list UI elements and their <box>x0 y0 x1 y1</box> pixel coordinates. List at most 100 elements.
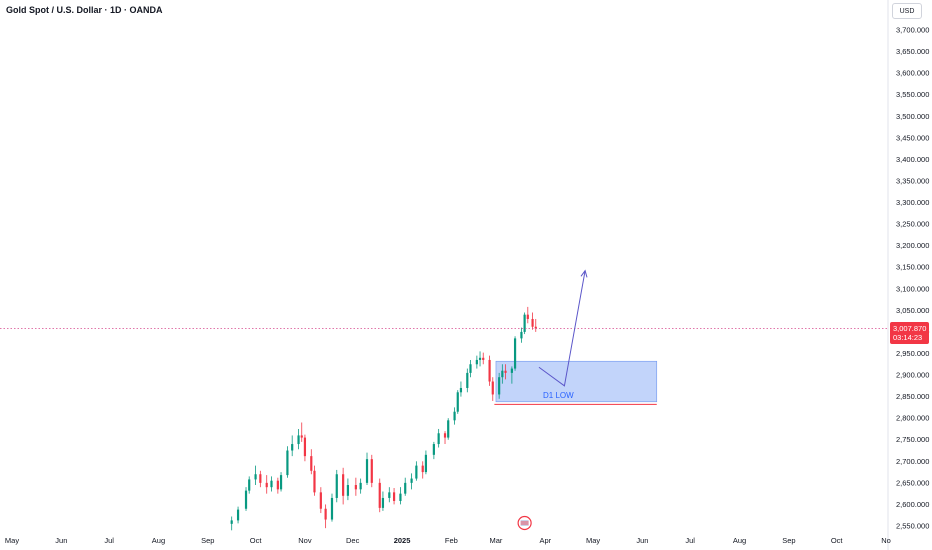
symbol-title[interactable]: Gold Spot / U.S. Dollar · 1D · OANDA <box>6 5 163 15</box>
candle-body <box>236 509 240 521</box>
candle-body <box>346 485 350 496</box>
candle-body <box>447 420 450 438</box>
candle-body <box>421 465 424 473</box>
candle-body <box>279 475 283 490</box>
y-tick-label: 3,050.000 <box>896 306 929 315</box>
x-tick-label: Aug <box>152 536 165 545</box>
x-tick-label: Jul <box>685 536 695 545</box>
candle-body <box>488 359 491 382</box>
candle-body <box>466 372 469 388</box>
candle-body <box>424 454 428 473</box>
candle-body <box>365 459 369 483</box>
x-tick-label: May <box>5 536 19 545</box>
candle-body <box>230 520 233 524</box>
y-tick-label: 2,750.000 <box>896 435 929 444</box>
x-tick-label: 2025 <box>394 536 411 545</box>
overlay-layer <box>0 269 888 531</box>
candle-body <box>354 485 357 490</box>
candle-body <box>504 370 507 373</box>
x-tick-label: Jun <box>636 536 648 545</box>
candle-body <box>319 492 322 509</box>
x-tick-label: Feb <box>445 536 458 545</box>
candle-body <box>259 474 262 483</box>
candle-body <box>276 480 279 490</box>
y-tick-label: 3,100.000 <box>896 284 929 293</box>
candle-body <box>526 314 529 319</box>
us-flag-icon <box>517 515 532 531</box>
candle-body <box>513 338 517 369</box>
x-tick-label: Dec <box>346 536 360 545</box>
y-tick-label: 2,600.000 <box>896 500 929 509</box>
candle-body <box>388 492 391 498</box>
candle-body <box>381 497 385 508</box>
candle-body <box>270 480 273 488</box>
y-tick-label: 3,700.000 <box>896 26 929 35</box>
candle-body <box>300 435 303 438</box>
candle-body <box>335 474 338 498</box>
y-tick-label: 3,500.000 <box>896 112 929 121</box>
candle-body <box>478 357 482 360</box>
x-tick-label: May <box>586 536 600 545</box>
candle-body <box>324 508 327 520</box>
candle-body <box>453 411 456 421</box>
candle-body <box>520 331 523 339</box>
price-axis[interactable]: 2,550.000 2,600.000 2,650.000 2,700.000 2,75… <box>896 26 929 531</box>
y-tick-label: 2,700.000 <box>896 457 929 466</box>
last-price-tag: 3,007.870 03:14:23 <box>890 322 929 344</box>
y-tick-label: 3,550.000 <box>896 90 929 99</box>
candle-body <box>310 456 313 471</box>
y-tick-label: 3,350.000 <box>896 176 929 185</box>
y-tick-label: 3,250.000 <box>896 220 929 229</box>
x-tick-label: Jun <box>55 536 67 545</box>
candle-body <box>415 465 418 479</box>
x-tick-label: Jul <box>104 536 114 545</box>
y-tick-label: 3,450.000 <box>896 133 929 142</box>
currency-button[interactable]: USD <box>892 3 922 19</box>
candle-body <box>303 437 307 457</box>
demand-zone <box>495 360 658 403</box>
candle-body <box>510 368 513 373</box>
y-tick-label: 2,850.000 <box>896 392 929 401</box>
candle-body <box>501 370 504 378</box>
x-tick-label: Aug <box>733 536 746 545</box>
candle-body <box>286 450 289 476</box>
y-tick-label: 2,950.000 <box>896 349 929 358</box>
candle-body <box>248 479 251 491</box>
x-tick-label: Mar <box>490 536 503 545</box>
candle-body <box>342 474 345 496</box>
candle-body <box>456 392 459 412</box>
y-tick-label: 3,650.000 <box>896 47 929 56</box>
x-tick-label: Oct <box>831 536 844 545</box>
candle-body <box>370 459 373 483</box>
candle-body <box>482 357 485 360</box>
time-axis[interactable]: May Jun Jul Aug Sep Oct Nov Dec 2025 Feb Mar Apr May… <box>5 536 891 545</box>
candle-body <box>378 482 381 508</box>
y-tick-label: 3,200.000 <box>896 241 929 250</box>
candle-body <box>469 364 472 373</box>
zone-label: D1 LOW <box>543 391 574 400</box>
y-tick-label: 2,800.000 <box>896 414 929 423</box>
bar-countdown: 03:14:23 <box>893 333 923 342</box>
candle-body <box>491 381 494 395</box>
candle-body <box>244 490 248 509</box>
y-tick-label: 3,400.000 <box>896 155 929 164</box>
candle-body <box>443 433 447 438</box>
candle-body <box>475 359 478 365</box>
candle-body <box>313 470 316 493</box>
candle-body <box>265 482 268 488</box>
us-flag-field <box>520 520 529 526</box>
x-tick-label: Apr <box>539 536 551 545</box>
candle-body <box>297 435 300 445</box>
candle-body <box>531 318 534 327</box>
candle-body <box>523 314 526 332</box>
candle-body <box>534 326 537 329</box>
x-tick-label: Sep <box>782 536 795 545</box>
drawings-layer: D1 LOW <box>494 360 658 405</box>
candle-body <box>254 474 257 480</box>
y-tick-label: 2,900.000 <box>896 371 929 380</box>
y-tick-label: 2,650.000 <box>896 478 929 487</box>
candle-body <box>432 444 435 455</box>
y-tick-label: 3,600.000 <box>896 69 929 78</box>
last-price-value: 3,007.870 <box>893 324 927 333</box>
